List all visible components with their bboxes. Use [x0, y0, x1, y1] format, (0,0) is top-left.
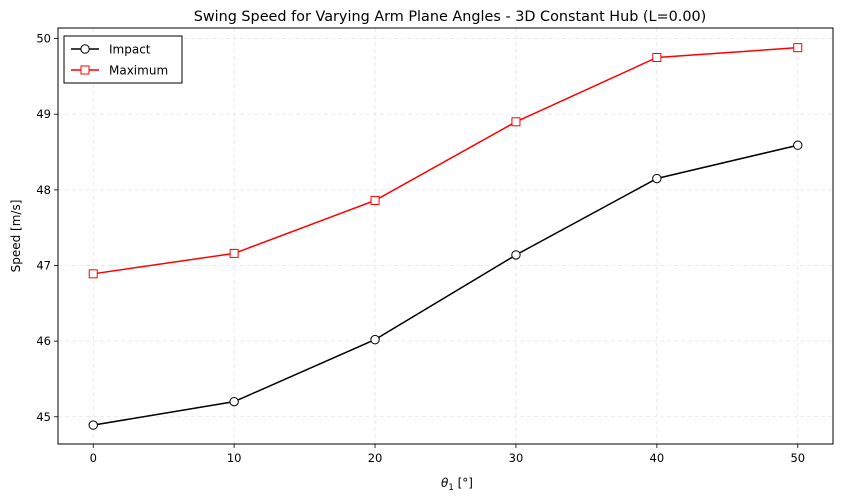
x-axis-label-symbol: θ — [441, 476, 449, 490]
data-point-impact — [88, 420, 98, 430]
legend-marker-impact — [80, 44, 90, 54]
legend-marker-maximum — [80, 65, 90, 75]
data-point-impact — [370, 334, 380, 345]
data-point-maximum — [793, 43, 803, 53]
series-line-impact — [93, 144, 798, 426]
x-axis-label-subscript: 1 — [448, 483, 453, 493]
y-tick-label: 47 — [36, 258, 51, 272]
plot-frame — [57, 27, 834, 445]
x-axis-label-unit: [°] — [454, 476, 473, 490]
x-axis-label: θ1 [°] — [441, 476, 473, 493]
data-point-impact — [229, 396, 239, 407]
data-point-maximum — [511, 117, 521, 127]
x-axis-ticks: 0 10 20 30 40 50 — [90, 444, 805, 465]
legend-label-impact: Impact — [109, 43, 151, 57]
series-layer — [88, 43, 803, 430]
grid-lines — [58, 28, 833, 444]
x-tick-label: 0 — [90, 451, 97, 465]
y-axis-label: Speed [m/s] — [9, 200, 23, 273]
data-point-maximum — [652, 52, 662, 62]
legend-box — [63, 35, 183, 84]
x-tick-label: 30 — [509, 451, 524, 465]
y-tick-label: 49 — [36, 107, 51, 121]
x-tick-label: 40 — [650, 451, 665, 465]
x-tick-label: 10 — [227, 451, 242, 465]
y-axis-ticks: 45 46 47 48 49 50 — [36, 32, 58, 424]
y-tick-label: 46 — [36, 334, 51, 348]
data-point-impact — [652, 173, 662, 184]
x-tick-label: 20 — [368, 451, 383, 465]
y-tick-label: 45 — [36, 410, 51, 424]
chart-title: Swing Speed for Varying Arm Plane Angles… — [194, 9, 707, 25]
data-point-maximum — [229, 248, 239, 258]
legend: Impact Maximum — [63, 35, 183, 84]
x-tick-label: 50 — [790, 451, 805, 465]
data-point-maximum — [88, 269, 98, 279]
legend-label-maximum: Maximum — [109, 64, 168, 78]
y-tick-label: 48 — [36, 183, 51, 197]
y-tick-label: 50 — [36, 32, 51, 46]
data-point-impact — [793, 140, 803, 150]
series-line-maximum — [93, 46, 798, 275]
data-point-maximum — [370, 195, 380, 205]
data-point-impact — [511, 250, 521, 260]
